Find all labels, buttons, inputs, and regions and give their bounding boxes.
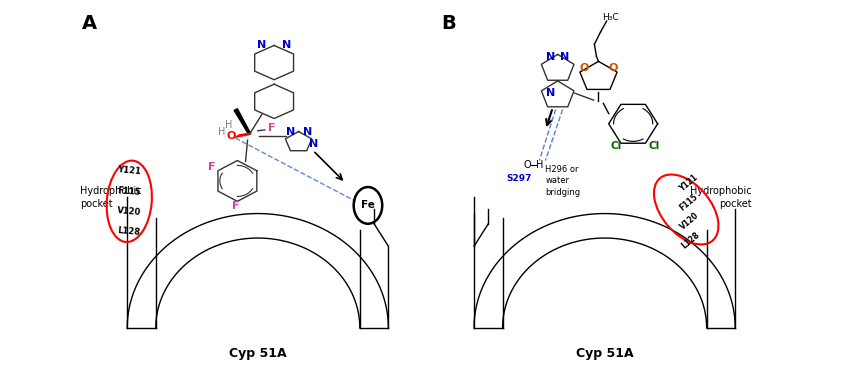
Text: Hydrophobic
pocket: Hydrophobic pocket [80, 186, 142, 209]
Text: S297: S297 [506, 174, 531, 184]
Text: A: A [83, 14, 98, 33]
Text: Cl: Cl [610, 141, 621, 151]
Text: Cyp 51A: Cyp 51A [576, 347, 633, 360]
Text: N: N [546, 52, 555, 62]
Text: V120: V120 [679, 211, 701, 232]
Text: O: O [608, 63, 617, 73]
Text: N: N [303, 127, 312, 137]
Text: F: F [208, 162, 216, 172]
Polygon shape [236, 133, 250, 137]
Text: Y121: Y121 [677, 173, 699, 193]
Text: N: N [282, 40, 291, 50]
Text: F115: F115 [117, 186, 141, 196]
Text: Hydrophobic
pocket: Hydrophobic pocket [690, 186, 752, 209]
Polygon shape [234, 109, 251, 134]
Text: F: F [232, 201, 239, 211]
Text: Y121: Y121 [117, 165, 141, 176]
Text: H: H [218, 127, 226, 137]
Text: N: N [546, 88, 555, 98]
Text: O: O [226, 131, 236, 141]
Text: O: O [523, 159, 531, 169]
Text: N: N [310, 139, 319, 149]
Text: L128: L128 [679, 231, 701, 250]
Text: O: O [579, 63, 589, 73]
Text: N: N [285, 127, 295, 137]
Text: F: F [269, 123, 276, 133]
Text: Fe: Fe [361, 201, 375, 211]
Text: V120: V120 [117, 206, 141, 217]
Text: N: N [258, 40, 267, 50]
Text: H: H [225, 120, 232, 130]
Text: L128: L128 [118, 226, 141, 238]
Text: Cyp 51A: Cyp 51A [229, 347, 286, 360]
Text: H296 or
water
bridging: H296 or water bridging [546, 165, 581, 196]
Text: B: B [441, 14, 456, 33]
Text: H: H [536, 159, 544, 169]
Text: F115: F115 [678, 192, 700, 212]
Text: Cl: Cl [649, 141, 660, 151]
Text: N: N [561, 52, 570, 62]
Text: H₃C: H₃C [602, 13, 619, 22]
